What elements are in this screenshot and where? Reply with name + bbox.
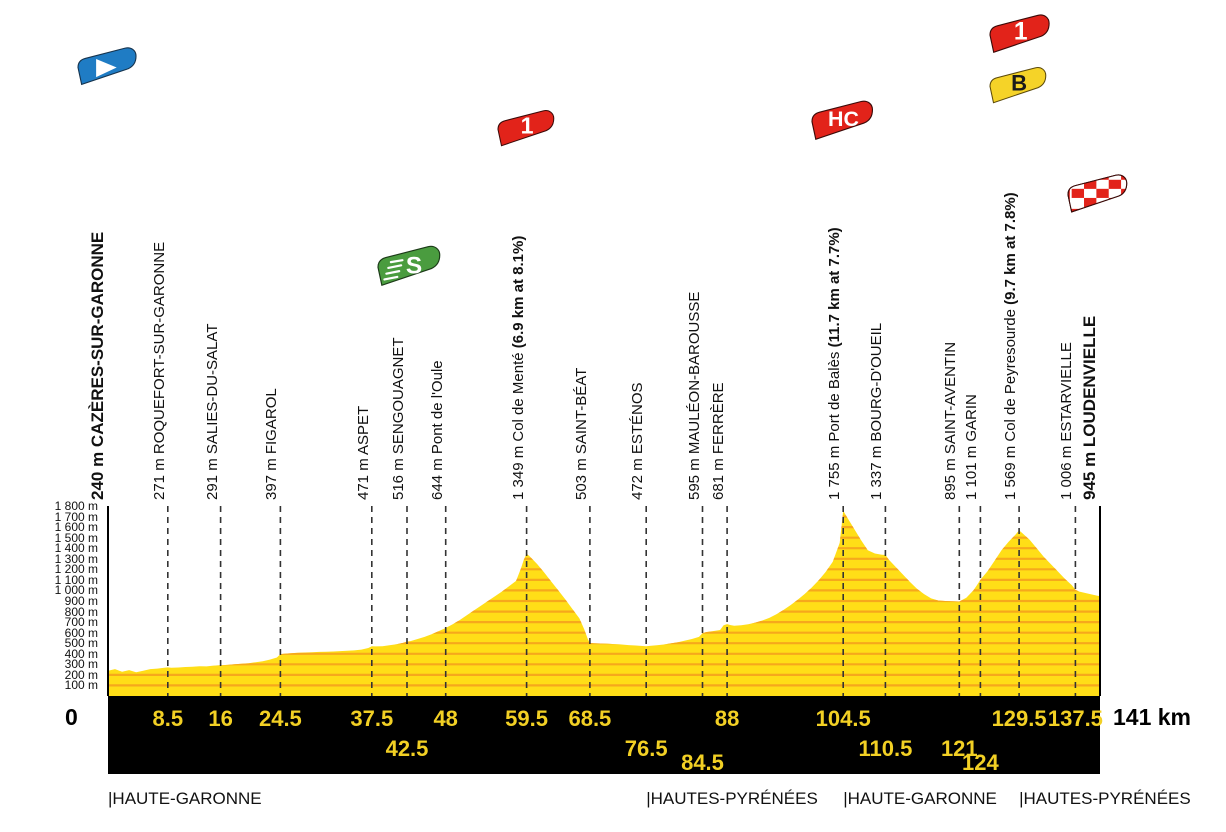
svg-text:B: B: [1011, 70, 1027, 95]
svg-text:1: 1: [521, 112, 534, 138]
svg-text:1: 1: [1014, 18, 1028, 45]
svg-text:S: S: [406, 253, 422, 280]
svg-text:HC: HC: [828, 107, 859, 131]
